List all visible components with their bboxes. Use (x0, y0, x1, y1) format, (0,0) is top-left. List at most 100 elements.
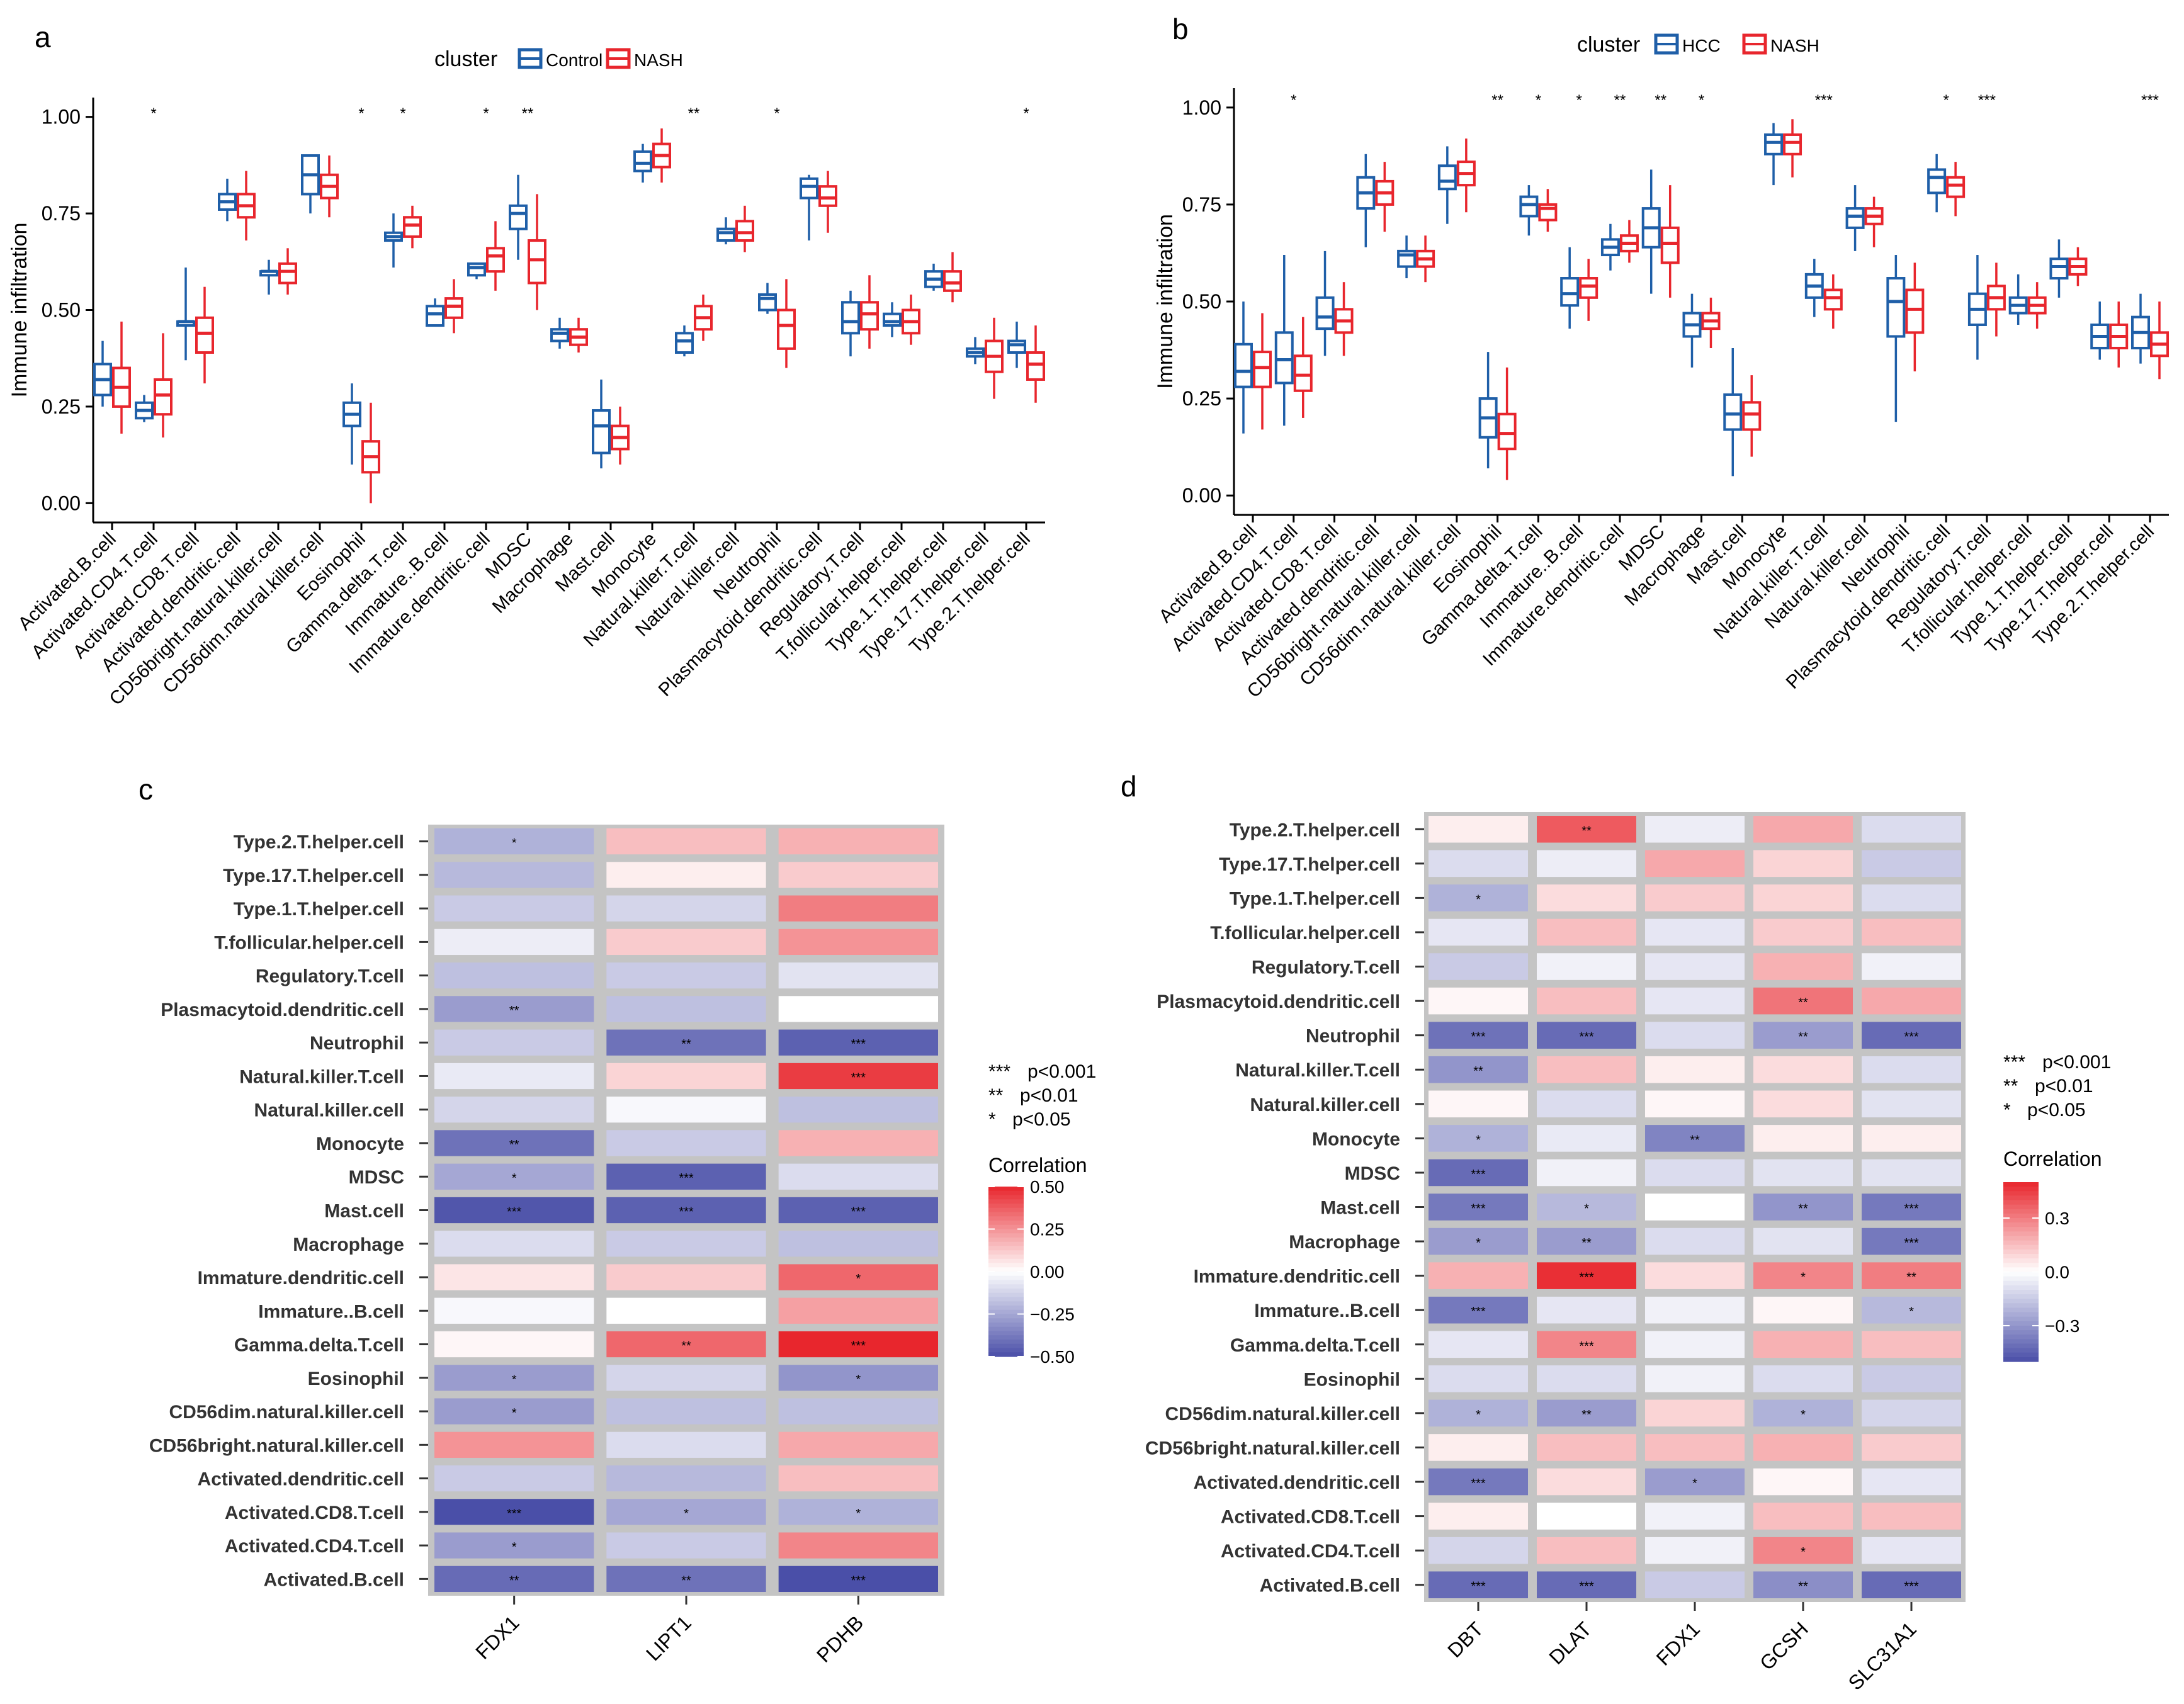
cell-significance: ** (509, 1004, 519, 1018)
legend-title: cluster (1577, 33, 1640, 57)
cell-significance: ** (509, 1574, 519, 1588)
colorbar-segment (988, 1335, 1024, 1340)
colorbar-segment (988, 1323, 1024, 1328)
sig-legend-label: p<0.01 (2035, 1076, 2093, 1097)
column-label: DLAT (1544, 1617, 1596, 1669)
colorbar-segment (2003, 1343, 2039, 1349)
heatmap-cell (778, 1231, 938, 1257)
cell-significance: * (1909, 1305, 1914, 1319)
boxplot-panel-b: 0.00 0.25 0.50 0.75 1.00 Immune infiltration c… (1153, 33, 2169, 702)
cell-significance: ** (1906, 1271, 1916, 1285)
heatmap-cell (1753, 1056, 1853, 1083)
heatmap-cell (1429, 1090, 1528, 1118)
colorbar-segment (988, 1348, 1024, 1353)
heatmap-cell (778, 1097, 938, 1123)
colorbar-segment (2003, 1200, 2039, 1205)
heatmap-cell (606, 862, 766, 888)
heatmap-cell (606, 1264, 766, 1290)
heatmap-cell (778, 1398, 938, 1425)
heatmap-cell (1645, 1468, 1745, 1496)
heatmap-cell (606, 928, 766, 956)
box-nash (818, 185, 837, 207)
significance-mark: *** (2141, 92, 2159, 109)
box-nash (1783, 133, 1802, 155)
colorbar-segment (2003, 1330, 2039, 1335)
colorbar-segment (988, 1284, 1024, 1289)
legend-title: cluster (434, 47, 497, 71)
significance-mark: * (774, 105, 779, 122)
cell-significance: *** (1471, 1030, 1486, 1044)
row-label: CD56dim.natural.killer.cell (1165, 1404, 1401, 1425)
cell-significance: ** (681, 1340, 691, 1353)
cell-significance: ** (1581, 824, 1592, 838)
colorbar-segment (988, 1297, 1024, 1302)
heatmap-cell (434, 1297, 594, 1324)
cell-significance: *** (851, 1071, 866, 1085)
colorbar-segment (2003, 1236, 2039, 1241)
significance-mark: *** (1815, 92, 1833, 109)
row-label: Neutrophil (1306, 1026, 1400, 1047)
heatmap-cell (1429, 1262, 1528, 1289)
panel-label-a: a (35, 21, 51, 54)
heatmap-cell (434, 1365, 594, 1391)
colorbar-tick-label: 0.25 (1030, 1220, 1065, 1239)
y-tick-label: 0.25 (1182, 387, 1221, 410)
colorbar-title: Correlation (2003, 1148, 2102, 1170)
row-label: Activated.B.cell (1260, 1576, 1400, 1596)
row-label: Type.17.T.helper.cell (223, 866, 404, 886)
colorbar-tick-label: 0.0 (2045, 1263, 2069, 1282)
row-label: Type.17.T.helper.cell (1219, 854, 1400, 875)
row-label: Activated.dendritic.cell (1194, 1472, 1400, 1493)
colorbar-segment (988, 1224, 1024, 1230)
cell-significance: *** (679, 1205, 694, 1219)
colorbar-segment (988, 1187, 1024, 1192)
heatmap-cell (1537, 918, 1636, 946)
row-label: T.follicular.helper.cell (214, 932, 404, 953)
heatmap-cell (1537, 1537, 1636, 1564)
heatmap-cell (606, 1231, 766, 1257)
heatmap-cell (1537, 1434, 1636, 1461)
colorbar-segment (2003, 1339, 2039, 1345)
heatmap-cell (778, 895, 938, 922)
cell-significance: * (856, 1507, 861, 1521)
cell-significance: * (1476, 1408, 1481, 1422)
cell-significance: * (1801, 1408, 1806, 1422)
heatmap-cell (1862, 1571, 1961, 1598)
heatmap-cell (1645, 1022, 1745, 1049)
cell-significance: * (512, 1406, 517, 1420)
heatmap-cell (1753, 1365, 1853, 1392)
box-hcc (1315, 296, 1335, 330)
colorbar-segment (2003, 1357, 2039, 1362)
heatmap-cell (1537, 1296, 1636, 1324)
box-control (633, 150, 652, 172)
heatmap-cell (1645, 1503, 1745, 1530)
significance-mark: ** (1614, 92, 1626, 109)
heatmap-cell (606, 996, 766, 1022)
heatmap-cell (1537, 1159, 1636, 1187)
cell-significance: * (1584, 1202, 1589, 1216)
colorbar-segment (988, 1207, 1024, 1213)
heatmap-panel-c: Type.2.T.helper.cell * Type.17.T.helper.ce… (149, 825, 1096, 1667)
row-label: Type.1.T.helper.cell (1230, 888, 1400, 909)
heatmap-cell (1862, 987, 1961, 1015)
y-tick-label: 0.50 (1182, 290, 1221, 313)
box-nash (1026, 351, 1045, 381)
heatmap-cell (1645, 1571, 1745, 1598)
colorbar-segment (988, 1216, 1024, 1221)
significance-mark: ** (1655, 92, 1666, 109)
box-nash (943, 270, 962, 292)
row-label: Activated.CD4.T.cell (225, 1536, 404, 1557)
colorbar-segment (2003, 1195, 2039, 1201)
cell-significance: *** (851, 1037, 866, 1051)
heatmap-cell (1862, 1296, 1961, 1324)
legend-label: NASH (1770, 36, 1819, 55)
heatmap-cell (778, 1465, 938, 1492)
box-nash (403, 216, 422, 238)
row-label: Type.2.T.helper.cell (234, 832, 404, 853)
cell-significance: *** (1904, 1030, 1919, 1044)
heatmap-cell (1862, 850, 1961, 877)
heatmap-cell (606, 1465, 766, 1492)
colorbar-segment (2003, 1290, 2039, 1295)
box-hcc (1845, 207, 1865, 229)
sig-legend-stars: ** (2003, 1076, 2018, 1097)
